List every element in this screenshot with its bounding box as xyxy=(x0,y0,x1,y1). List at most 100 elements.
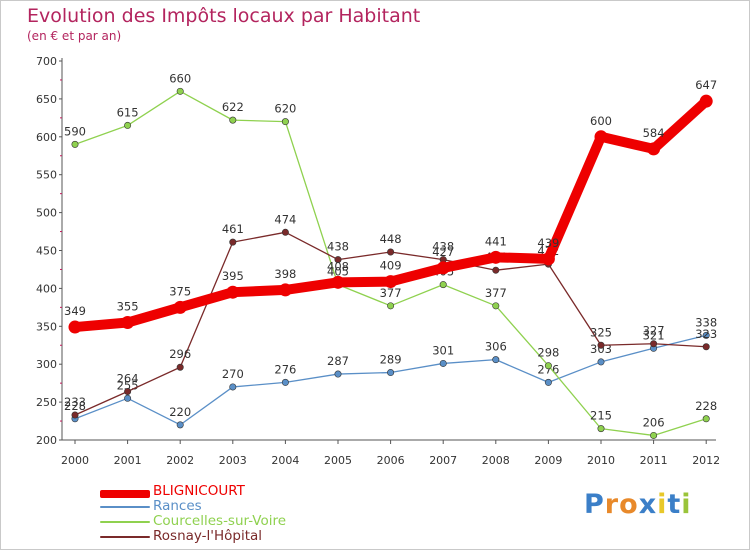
x-tick-label: 2009 xyxy=(534,454,562,467)
data-label-courcelles-sur-voire: 615 xyxy=(117,105,139,119)
data-label-courcelles-sur-voire: 228 xyxy=(695,399,717,413)
data-point-courcelles-sur-voire xyxy=(650,431,658,439)
data-label-courcelles-sur-voire: 377 xyxy=(380,286,402,300)
x-tick-label: 2008 xyxy=(482,454,510,467)
data-point-rosnay-l-hopital xyxy=(334,256,342,264)
data-point-blignicourt xyxy=(68,320,82,334)
data-label-blignicourt: 408 xyxy=(327,259,349,273)
data-label-blignicourt: 375 xyxy=(169,284,191,298)
data-label-rosnay-l-hopital: 327 xyxy=(643,324,665,338)
x-tick-label: 2003 xyxy=(219,454,247,467)
data-point-blignicourt xyxy=(699,94,713,108)
legend-label-courcelles: Courcelles-sur-Voire xyxy=(153,513,287,529)
data-point-blignicourt xyxy=(331,275,345,289)
legend-label-rosnay: Rosnay-l'Hôpital xyxy=(153,528,263,544)
data-point-rances xyxy=(387,369,395,377)
data-label-rances: 321 xyxy=(643,328,665,342)
data-label-courcelles-sur-voire: 405 xyxy=(327,265,349,279)
y-tick-label: 600 xyxy=(36,131,57,144)
data-point-blignicourt xyxy=(594,130,608,144)
data-point-rosnay-l-hopital xyxy=(492,266,500,274)
x-tick-label: 2010 xyxy=(587,454,615,467)
data-point-courcelles-sur-voire xyxy=(492,302,500,310)
logo-letter: i xyxy=(681,489,692,520)
y-tick-label: 350 xyxy=(36,320,57,333)
data-point-rosnay-l-hopital xyxy=(71,411,79,419)
data-point-rances xyxy=(176,421,184,429)
data-point-rances xyxy=(229,383,237,391)
x-tick-label: 2005 xyxy=(324,454,352,467)
data-label-rances: 338 xyxy=(695,315,717,329)
y-tick-label: 400 xyxy=(36,282,57,295)
y-tick-label: 450 xyxy=(36,245,57,258)
data-label-rances: 220 xyxy=(169,405,191,419)
data-label-rosnay-l-hopital: 296 xyxy=(169,347,191,361)
x-tick-label: 2011 xyxy=(640,454,668,467)
data-label-blignicourt: 395 xyxy=(222,269,244,283)
data-label-rosnay-l-hopital: 264 xyxy=(117,371,139,385)
data-point-rances xyxy=(334,370,342,378)
data-point-rances xyxy=(492,356,500,364)
data-label-courcelles-sur-voire: 215 xyxy=(590,409,612,423)
data-point-courcelles-sur-voire xyxy=(544,362,552,370)
y-tick-label: 500 xyxy=(36,207,57,220)
data-label-rosnay-l-hopital: 461 xyxy=(222,222,244,236)
data-label-courcelles-sur-voire: 620 xyxy=(274,102,296,116)
data-point-courcelles-sur-voire xyxy=(71,140,79,148)
data-point-rances xyxy=(544,378,552,386)
data-label-rosnay-l-hopital: 323 xyxy=(695,327,717,341)
x-tick-label: 2001 xyxy=(114,454,142,467)
data-label-rosnay-l-hopital: 448 xyxy=(380,232,402,246)
data-point-blignicourt xyxy=(647,142,661,156)
data-label-courcelles-sur-voire: 377 xyxy=(485,286,507,300)
y-tick-label: 550 xyxy=(36,169,57,182)
data-point-rances xyxy=(702,331,710,339)
legend-swatch-blignicourt xyxy=(100,490,150,498)
data-label-blignicourt: 349 xyxy=(64,304,86,318)
data-point-courcelles-sur-voire xyxy=(281,118,289,126)
y-tick-label: 650 xyxy=(36,93,57,106)
data-label-blignicourt: 427 xyxy=(432,245,454,259)
data-label-courcelles-sur-voire: 590 xyxy=(64,124,86,138)
logo-letter: P xyxy=(584,489,605,520)
data-label-rances: 270 xyxy=(222,367,244,381)
data-point-rosnay-l-hopital xyxy=(650,340,658,348)
data-point-blignicourt xyxy=(436,261,450,275)
x-tick-label: 2012 xyxy=(692,454,720,467)
y-tick-label: 700 xyxy=(36,55,57,68)
series-courcelles-sur-voire: 590615660622620405377405377298215206228 xyxy=(64,71,717,439)
data-point-courcelles-sur-voire xyxy=(702,415,710,423)
data-point-rances xyxy=(124,394,132,402)
data-point-rosnay-l-hopital xyxy=(597,341,605,349)
data-label-rosnay-l-hopital: 325 xyxy=(590,325,612,339)
data-label-blignicourt: 355 xyxy=(117,300,139,314)
data-point-blignicourt xyxy=(173,300,187,314)
logo-letter: x xyxy=(638,489,658,520)
data-label-rances: 306 xyxy=(485,340,507,354)
x-tick-label: 2007 xyxy=(429,454,457,467)
x-tick-label: 2004 xyxy=(271,454,299,467)
data-point-courcelles-sur-voire xyxy=(387,302,395,310)
y-tick-label: 200 xyxy=(36,434,57,447)
chart-title: Evolution des Impôts locaux par Habitant xyxy=(27,5,421,27)
data-label-courcelles-sur-voire: 622 xyxy=(222,100,244,114)
chart-subtitle: (en € et par an) xyxy=(27,29,122,43)
data-point-rosnay-l-hopital xyxy=(702,343,710,351)
data-point-rosnay-l-hopital xyxy=(281,228,289,236)
data-label-blignicourt: 584 xyxy=(643,126,665,140)
y-tick-label: 300 xyxy=(36,358,57,371)
y-tick-label: 250 xyxy=(36,396,57,409)
data-label-rances: 228 xyxy=(64,399,86,413)
x-tick-label: 2006 xyxy=(377,454,405,467)
data-label-blignicourt: 441 xyxy=(485,234,507,248)
data-label-rosnay-l-hopital: 474 xyxy=(274,212,296,226)
data-label-rosnay-l-hopital: 438 xyxy=(327,240,349,254)
data-label-blignicourt: 409 xyxy=(380,259,402,273)
data-point-rances xyxy=(597,358,605,366)
data-point-rances xyxy=(439,359,447,367)
data-label-rances: 276 xyxy=(274,362,296,376)
legend-swatch-rosnay xyxy=(100,536,150,538)
data-point-blignicourt xyxy=(121,316,135,330)
